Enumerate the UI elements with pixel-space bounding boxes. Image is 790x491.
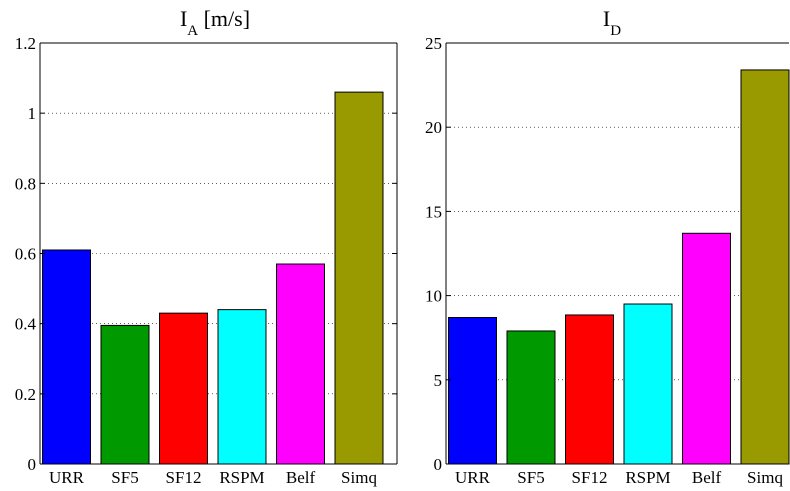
chart-id-bar-belf <box>682 232 731 465</box>
chart-ia-x-tick-label-sf12: SF12 <box>166 468 202 487</box>
chart-id-x-tick-label-sf12: SF12 <box>572 468 608 487</box>
chart-ia-bars <box>42 91 384 465</box>
chart-ia-x-tick-label-urr: URR <box>49 468 85 487</box>
chart-id-x-tick-label-rspm: RSPM <box>625 468 670 487</box>
chart-ia-bar-simq <box>334 91 384 465</box>
chart-ia-title: IA [m/s] <box>180 6 250 39</box>
chart-id-y-tick-label: 15 <box>425 202 442 221</box>
chart-id-gridlines <box>446 126 790 381</box>
chart-ia-x-tick-label-rspm: RSPM <box>219 468 264 487</box>
chart-ia-x-tick-label-sf5: SF5 <box>111 468 138 487</box>
chart-id: ID 0 5 10 15 20 25 URR SF5 SF12 RSPM Belf Simq <box>425 6 790 487</box>
chart-ia-title-sub: A <box>187 23 198 39</box>
chart-ia-bar-urr <box>42 249 91 465</box>
chart-id-x-tick-label-sf5: SF5 <box>517 468 544 487</box>
chart-id-bar-sf12 <box>565 314 614 465</box>
chart-id-y-tick-label: 20 <box>425 118 442 137</box>
chart-ia-y-tick-label: 0.6 <box>15 245 36 264</box>
chart-id-y-tick-label: 25 <box>425 34 442 53</box>
chart-id-bar-urr <box>448 316 497 465</box>
chart-ia-bar-belf <box>276 263 325 465</box>
chart-id-title-main: I <box>603 6 610 31</box>
chart-ia-x-tick-label-belf: Belf <box>286 468 316 487</box>
chart-id-x-tick-label-belf: Belf <box>692 468 722 487</box>
chart-id-y-ticks: 0 5 10 15 20 25 <box>425 34 451 474</box>
chart-ia-y-tick-label: 1 <box>28 104 37 123</box>
chart-id-x-tick-label-urr: URR <box>455 468 491 487</box>
chart-ia-y-tick-label: 1.2 <box>15 34 36 53</box>
chart-ia-y-tick-label: 0.2 <box>15 385 36 404</box>
chart-ia-x-tick-label-simq: Simq <box>341 468 377 487</box>
chart-id-bars <box>448 69 790 465</box>
chart-id-y-tick-label: 0 <box>434 455 443 474</box>
chart-id-bar-sf5 <box>506 330 556 465</box>
chart-id-y-tick-label: 5 <box>434 371 443 390</box>
chart-ia-title-rest: [m/s] <box>198 6 250 31</box>
chart-ia-bar-sf12 <box>159 312 208 465</box>
chart-id-axes <box>445 42 789 465</box>
chart-ia-bar-sf5 <box>100 324 150 465</box>
chart-ia-y-tick-label: 0 <box>28 455 37 474</box>
chart-id-title: ID <box>603 6 621 39</box>
chart-id-x-tick-label-simq: Simq <box>747 468 783 487</box>
chart-ia-x-ticks: URR SF5 SF12 RSPM Belf Simq <box>49 468 377 487</box>
chart-id-y-tick-label: 10 <box>425 287 442 306</box>
chart-ia-bar-rspm <box>217 309 267 465</box>
chart-ia-y-ticks: 0 0.2 0.4 0.6 0.8 1 1.2 <box>15 34 397 474</box>
chart-ia: IA [m/s] 0 0.2 0.4 0.6 0.8 1 1.2 URR SF5 SF12 RSPM… <box>15 6 398 487</box>
chart-id-x-ticks: URR SF5 SF12 RSPM Belf Simq <box>455 468 783 487</box>
chart-ia-y-tick-label: 0.4 <box>15 315 37 334</box>
chart-id-title-sub: D <box>610 23 621 39</box>
chart-id-bar-rspm <box>623 303 673 465</box>
chart-ia-y-tick-label: 0.8 <box>15 174 36 193</box>
chart-id-bar-simq <box>740 69 790 465</box>
chart-ia-title-main: I <box>180 6 187 31</box>
